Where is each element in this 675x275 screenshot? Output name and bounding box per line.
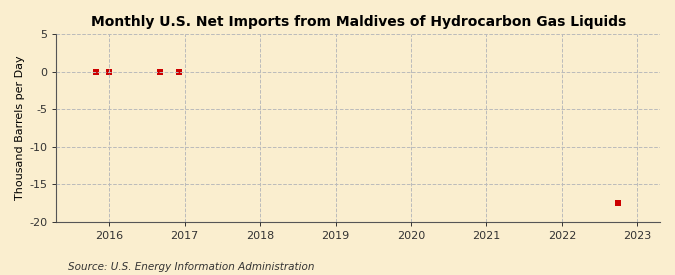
Text: Source: U.S. Energy Information Administration: Source: U.S. Energy Information Administ… bbox=[68, 262, 314, 272]
Title: Monthly U.S. Net Imports from Maldives of Hydrocarbon Gas Liquids: Monthly U.S. Net Imports from Maldives o… bbox=[90, 15, 626, 29]
Y-axis label: Thousand Barrels per Day: Thousand Barrels per Day bbox=[15, 56, 25, 200]
